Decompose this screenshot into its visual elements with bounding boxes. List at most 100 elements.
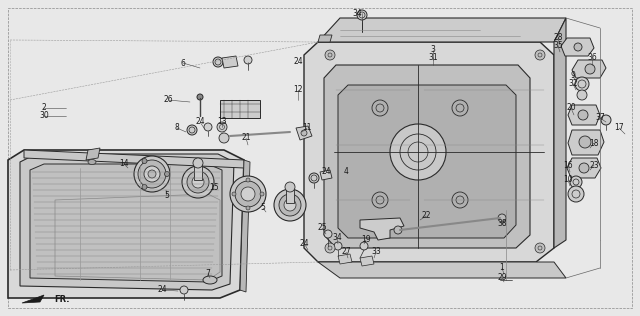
Circle shape: [309, 173, 319, 183]
Circle shape: [192, 176, 204, 188]
Text: 38: 38: [497, 220, 507, 228]
Bar: [286, 188, 294, 203]
Circle shape: [360, 242, 368, 250]
Text: 7: 7: [205, 270, 211, 278]
Circle shape: [390, 124, 446, 180]
Text: 36: 36: [587, 53, 597, 63]
Circle shape: [142, 159, 147, 163]
Text: 14: 14: [119, 160, 129, 168]
Circle shape: [193, 158, 203, 168]
Circle shape: [148, 170, 156, 178]
Circle shape: [213, 57, 223, 67]
Circle shape: [164, 172, 170, 177]
Circle shape: [577, 90, 587, 100]
Circle shape: [570, 176, 582, 188]
Circle shape: [217, 122, 227, 132]
Text: 29: 29: [497, 274, 507, 283]
Circle shape: [230, 176, 266, 212]
Text: 2: 2: [42, 104, 46, 112]
Polygon shape: [318, 35, 332, 42]
Circle shape: [284, 199, 296, 211]
Circle shape: [585, 64, 595, 74]
Circle shape: [325, 50, 335, 60]
Ellipse shape: [246, 206, 250, 210]
Polygon shape: [338, 254, 352, 264]
Text: 9: 9: [571, 71, 575, 81]
Circle shape: [535, 50, 545, 60]
Circle shape: [279, 194, 301, 216]
Text: 30: 30: [39, 112, 49, 120]
Text: 6: 6: [180, 58, 186, 68]
Circle shape: [180, 286, 188, 294]
Text: 18: 18: [589, 138, 599, 148]
Polygon shape: [20, 154, 234, 290]
Text: 11: 11: [302, 124, 312, 132]
Circle shape: [498, 214, 506, 222]
Text: 22: 22: [421, 211, 431, 221]
Text: 28: 28: [553, 33, 563, 42]
Circle shape: [324, 230, 332, 238]
Text: 34: 34: [332, 234, 342, 242]
Polygon shape: [572, 60, 606, 78]
Text: 12: 12: [293, 86, 303, 94]
Circle shape: [144, 166, 160, 182]
Ellipse shape: [260, 192, 264, 196]
Text: 24: 24: [195, 118, 205, 126]
Polygon shape: [86, 148, 100, 160]
Circle shape: [601, 115, 611, 125]
Polygon shape: [222, 56, 238, 68]
Text: 10: 10: [563, 175, 573, 185]
Circle shape: [394, 226, 402, 234]
Polygon shape: [360, 218, 404, 240]
Text: 19: 19: [361, 235, 371, 245]
Circle shape: [574, 43, 582, 51]
Text: 13: 13: [217, 118, 227, 126]
Ellipse shape: [232, 192, 236, 196]
Text: 15: 15: [209, 184, 219, 192]
Circle shape: [575, 77, 589, 91]
Circle shape: [219, 133, 229, 143]
Text: 23: 23: [589, 161, 599, 169]
Circle shape: [235, 181, 261, 207]
Circle shape: [187, 125, 197, 135]
Ellipse shape: [203, 276, 217, 284]
Text: 5: 5: [164, 191, 170, 200]
Text: 20: 20: [566, 104, 576, 112]
Text: 27: 27: [341, 247, 351, 257]
Circle shape: [138, 160, 166, 188]
Ellipse shape: [88, 160, 96, 165]
Polygon shape: [360, 256, 374, 266]
Circle shape: [244, 56, 252, 64]
Circle shape: [285, 182, 295, 192]
Polygon shape: [568, 130, 604, 155]
Polygon shape: [338, 85, 516, 238]
Polygon shape: [318, 18, 566, 42]
Circle shape: [134, 156, 170, 192]
Polygon shape: [304, 42, 554, 262]
Text: FR.: FR.: [54, 295, 70, 305]
Text: 24: 24: [157, 285, 167, 295]
Text: 5: 5: [260, 204, 266, 212]
Circle shape: [187, 171, 209, 193]
Polygon shape: [8, 150, 244, 298]
Circle shape: [325, 243, 335, 253]
Circle shape: [579, 163, 589, 173]
Polygon shape: [561, 38, 594, 56]
Polygon shape: [567, 158, 601, 178]
Text: 37: 37: [595, 113, 605, 123]
Circle shape: [142, 185, 147, 190]
Circle shape: [301, 130, 307, 136]
Text: 3: 3: [431, 46, 435, 54]
Text: 26: 26: [163, 95, 173, 105]
Polygon shape: [324, 65, 530, 248]
Circle shape: [334, 242, 342, 250]
Circle shape: [182, 166, 214, 198]
Polygon shape: [320, 170, 332, 180]
Text: 21: 21: [241, 133, 251, 143]
Text: 1: 1: [500, 264, 504, 272]
Text: 25: 25: [317, 223, 327, 233]
Text: 32: 32: [568, 80, 578, 88]
Text: 31: 31: [428, 53, 438, 63]
Polygon shape: [22, 295, 44, 303]
Text: 35: 35: [553, 41, 563, 51]
